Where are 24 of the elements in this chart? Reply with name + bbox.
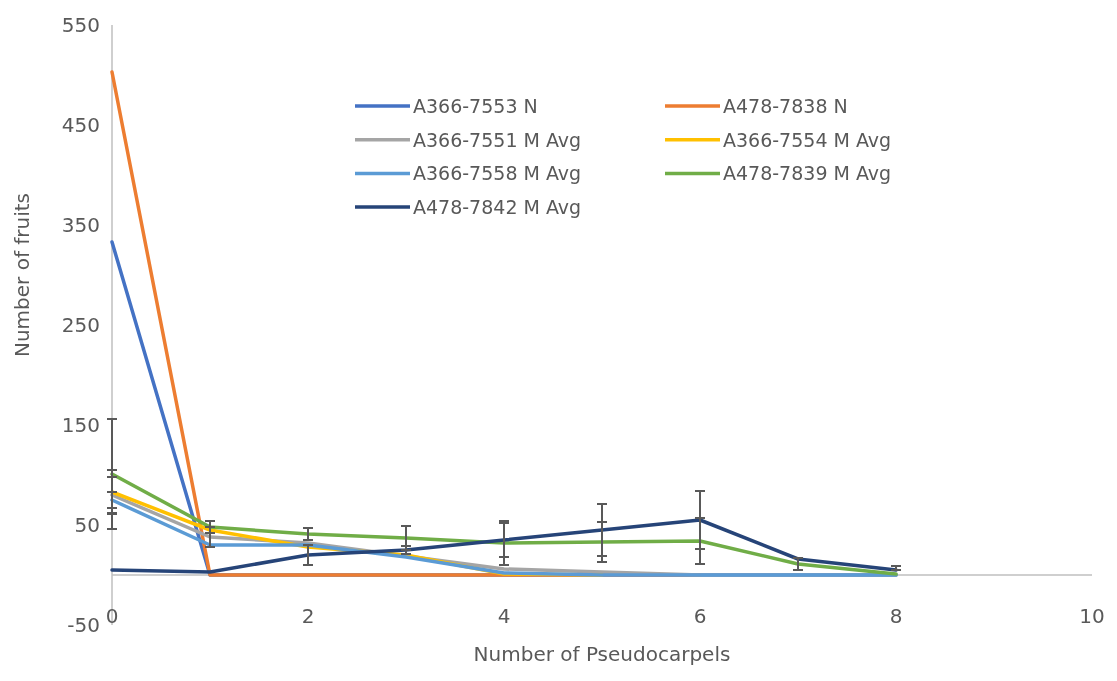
x-tick-label: 6 — [693, 604, 707, 628]
y-tick-label: 550 — [61, 13, 100, 37]
x-tick-label: 2 — [301, 604, 315, 628]
line-series — [110, 472, 898, 576]
x-tick-label: 0 — [105, 604, 119, 628]
x-tick-label: 4 — [497, 604, 511, 628]
x-tick-label: 10 — [1079, 604, 1105, 628]
legend-label: A478-7842 M Avg — [413, 196, 582, 219]
y-tick-label: 50 — [74, 513, 100, 537]
y-tick-label: 350 — [61, 213, 100, 237]
x-tick-label: 8 — [889, 604, 903, 628]
legend-label: A478-7839 M Avg — [723, 162, 892, 185]
y-tick-label: 250 — [61, 313, 100, 337]
legend-label: A366-7558 M Avg — [413, 162, 582, 185]
y-axis-title: Number of fruits — [10, 192, 34, 358]
y-tick-label: -50 — [67, 613, 100, 637]
legend-label: A366-7553 N — [413, 95, 538, 117]
y-tick-label: 150 — [61, 413, 100, 437]
y-tick-label: 450 — [61, 113, 100, 137]
x-axis-title: Number of Pseudocarpels — [473, 642, 731, 666]
line-series — [110, 518, 898, 574]
legend-label: A366-7554 M Avg — [723, 128, 892, 151]
legend-label: A478-7838 N — [723, 95, 848, 117]
legend-label: A366-7551 M Avg — [413, 128, 582, 151]
